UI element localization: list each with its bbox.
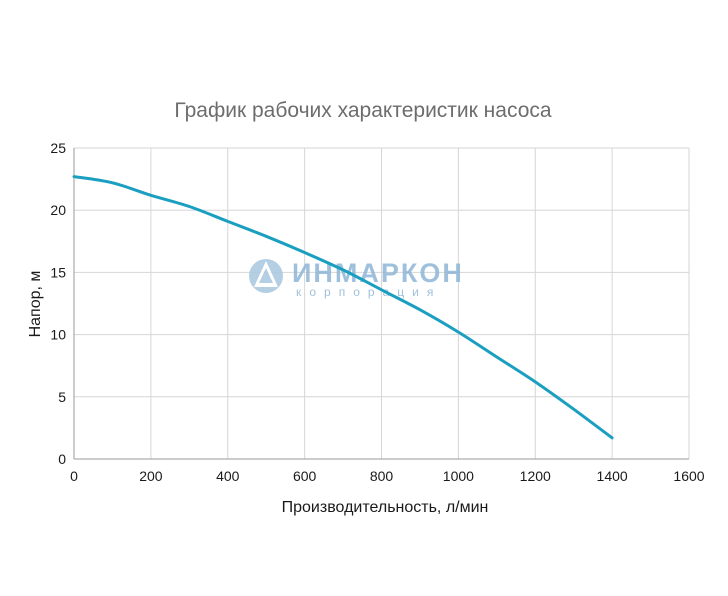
y-tick-label: 20: [50, 202, 66, 218]
y-tick-label: 15: [50, 264, 66, 280]
x-tick-label: 600: [293, 468, 317, 484]
grid: [74, 147, 690, 459]
chart-title: График рабочих характеристик насоса: [174, 99, 551, 122]
series: [72, 175, 614, 440]
y-tick-label: 10: [50, 327, 66, 343]
x-tick-label: 1000: [443, 468, 474, 484]
pump-curve-line: [72, 175, 614, 440]
axes: 0 200 400 600 800 1000 1200 1400 1600 0 5 10 15 20 25: [50, 140, 704, 484]
watermark-brand-text: ИНМАРКОН: [292, 258, 464, 288]
x-tick-label: 1200: [520, 468, 551, 484]
x-tick-label: 800: [370, 468, 394, 484]
x-tick-label: 200: [139, 468, 163, 484]
x-tick-label: 1400: [597, 468, 628, 484]
brand-emblem-icon: [249, 259, 283, 293]
y-tick-label: 5: [58, 389, 66, 405]
y-tick-label: 25: [50, 140, 66, 156]
x-tick-label: 400: [216, 468, 240, 484]
x-tick-label: 1600: [673, 468, 704, 484]
y-tick-label: 0: [58, 451, 66, 467]
y-axis-label: Напор, м: [27, 271, 44, 338]
x-axis-label: Производительность, л/мин: [282, 499, 489, 516]
watermark-logo: ИНМАРКОН корпорация: [249, 258, 464, 299]
watermark-subtitle-text: корпорация: [296, 285, 441, 299]
x-tick-label: 0: [70, 468, 78, 484]
